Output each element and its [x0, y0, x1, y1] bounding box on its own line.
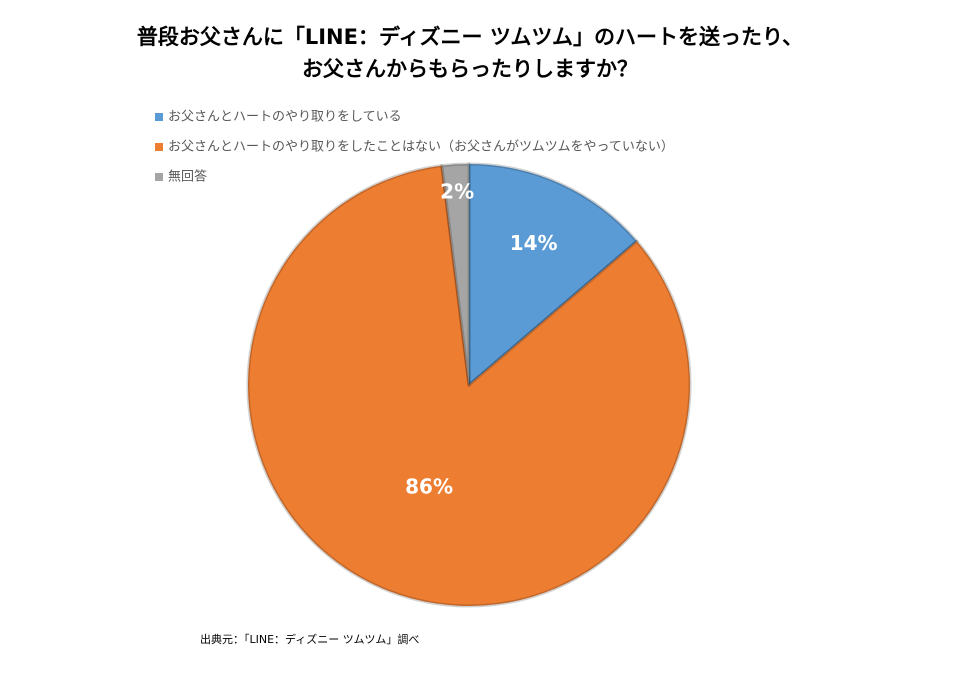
- value-label: 86%: [405, 475, 453, 499]
- legend-label: 無回答: [168, 169, 207, 185]
- value-label: 14%: [510, 231, 558, 255]
- legend-label: お父さんとハートのやり取りをしている: [168, 110, 402, 125]
- chart-title: 普段お父さんに「LINE：ディズニー ツムツム」のハートを送ったり、: [137, 25, 803, 49]
- pie-slice: [467, 162, 639, 387]
- pie-slice: [440, 162, 471, 387]
- legend-swatch: [155, 143, 163, 151]
- pie-slice: [246, 164, 692, 608]
- source-note: 出典元：「LINE：ディズニー ツムツム」調べ: [200, 632, 419, 646]
- legend-label: お父さんとハートのやり取りをしたことはない（お父さんがツムツムをやっていない）: [168, 140, 674, 155]
- value-label: 2%: [440, 180, 474, 204]
- legend-swatch: [155, 173, 163, 181]
- chart-title: お父さんからもらったりしますか？: [302, 57, 638, 81]
- legend-swatch: [155, 113, 163, 121]
